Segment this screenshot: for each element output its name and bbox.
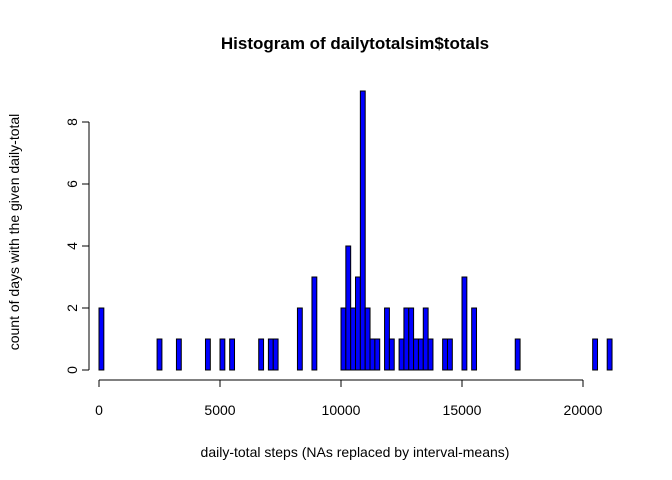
- histogram-bar: [388, 338, 395, 371]
- histogram-bars: [98, 90, 613, 371]
- histogram-bar: [359, 90, 366, 371]
- y-axis-label: count of days with the given daily-total: [6, 114, 22, 351]
- x-tick-label: 10000: [322, 402, 361, 418]
- histogram-bar: [311, 276, 318, 371]
- histogram-bar: [606, 338, 613, 371]
- histogram-bar: [296, 307, 303, 371]
- histogram-bar: [175, 338, 182, 371]
- histogram-bar: [461, 276, 468, 371]
- histogram-bar: [384, 307, 390, 371]
- histogram-bar: [427, 338, 434, 371]
- x-tick-label: 20000: [564, 402, 603, 418]
- histogram-bar: [229, 338, 236, 371]
- x-tick-label: 15000: [443, 402, 482, 418]
- histogram-bar: [340, 307, 347, 371]
- histogram-bar: [514, 338, 521, 371]
- histogram-bar: [350, 307, 357, 371]
- histogram-bar: [446, 338, 453, 371]
- x-axis: 0 5000 10000 15000 20000: [95, 379, 603, 418]
- y-tick-label: 8: [64, 118, 80, 126]
- histogram-bar: [258, 338, 265, 371]
- x-axis-label: daily-total steps (NAs replaced by inter…: [201, 444, 510, 460]
- histogram-bar: [408, 307, 415, 371]
- y-tick-label: 2: [64, 304, 80, 312]
- histogram-bar: [364, 307, 371, 371]
- histogram-bar: [267, 338, 274, 371]
- y-tick-label: 0: [64, 366, 80, 374]
- y-tick-label: 4: [64, 242, 80, 250]
- histogram-bar: [219, 338, 226, 371]
- histogram-bar: [272, 338, 279, 371]
- histogram-bar: [204, 338, 211, 371]
- histogram-bar: [369, 338, 376, 371]
- chart-title: Histogram of dailytotalsim$totals: [221, 34, 489, 53]
- y-tick-label: 6: [64, 180, 80, 188]
- histogram-bar: [403, 307, 410, 371]
- histogram-bar: [355, 276, 361, 371]
- histogram-bar: [398, 338, 405, 371]
- histogram-bar: [374, 338, 381, 371]
- histogram-bar: [156, 338, 163, 371]
- histogram-bar: [442, 338, 448, 371]
- histogram-bar: [422, 307, 429, 371]
- histogram-bar: [417, 338, 424, 371]
- histogram-bar: [471, 307, 478, 371]
- x-tick-label: 5000: [204, 402, 235, 418]
- histogram-bar: [592, 338, 599, 371]
- histogram-bar: [98, 307, 105, 371]
- histogram-bar: [345, 245, 352, 371]
- histogram-bar: [413, 338, 419, 371]
- x-tick-label: 0: [95, 402, 103, 418]
- y-axis: 0 2 4 6 8: [64, 118, 90, 374]
